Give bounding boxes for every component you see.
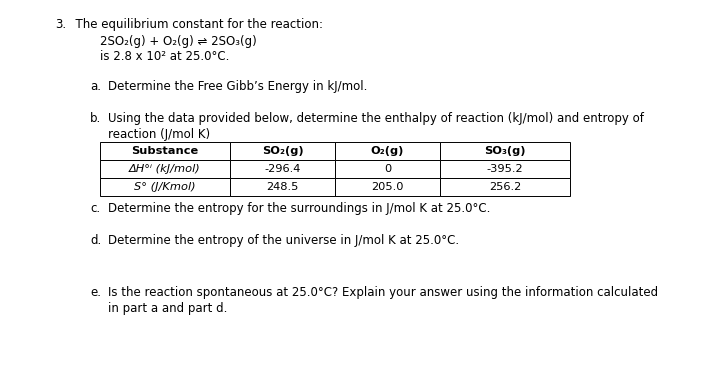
- Text: 256.2: 256.2: [489, 182, 521, 192]
- Text: SO₃(g): SO₃(g): [484, 146, 526, 156]
- Text: ΔH°ⁱ (kJ/mol): ΔH°ⁱ (kJ/mol): [129, 164, 201, 174]
- Bar: [440, 160, 570, 178]
- Text: 3.: 3.: [55, 18, 66, 31]
- Bar: [335, 160, 440, 178]
- Text: Using the data provided below, determine the enthalpy of reaction (kJ/mol) and e: Using the data provided below, determine…: [108, 112, 644, 125]
- Text: S° (J/Kmol): S° (J/Kmol): [134, 182, 196, 192]
- Bar: [100, 178, 230, 196]
- Bar: [100, 160, 230, 178]
- Text: O₂(g): O₂(g): [371, 146, 404, 156]
- Text: SO₂(g): SO₂(g): [261, 146, 303, 156]
- Bar: [230, 178, 335, 196]
- Text: 2SO₂(g) + O₂(g) ⇌ 2SO₃(g): 2SO₂(g) + O₂(g) ⇌ 2SO₃(g): [100, 35, 257, 48]
- Bar: [335, 142, 440, 160]
- Text: c.: c.: [90, 202, 100, 215]
- Text: Is the reaction spontaneous at 25.0°C? Explain your answer using the information: Is the reaction spontaneous at 25.0°C? E…: [108, 286, 658, 299]
- Text: a.: a.: [90, 80, 101, 93]
- Bar: [230, 160, 335, 178]
- Text: Determine the Free Gibb’s Energy in kJ/mol.: Determine the Free Gibb’s Energy in kJ/m…: [108, 80, 367, 93]
- Text: d.: d.: [90, 234, 101, 247]
- Text: The equilibrium constant for the reaction:: The equilibrium constant for the reactio…: [68, 18, 323, 31]
- Text: is 2.8 x 10² at 25.0°C.: is 2.8 x 10² at 25.0°C.: [100, 50, 229, 63]
- Text: in part a and part d.: in part a and part d.: [108, 302, 227, 315]
- Bar: [440, 178, 570, 196]
- Bar: [335, 178, 440, 196]
- Text: b.: b.: [90, 112, 101, 125]
- Text: reaction (J/mol K): reaction (J/mol K): [108, 128, 210, 141]
- Text: Determine the entropy for the surroundings in J/mol K at 25.0°C.: Determine the entropy for the surroundin…: [108, 202, 490, 215]
- Text: Determine the entropy of the universe in J/mol K at 25.0°C.: Determine the entropy of the universe in…: [108, 234, 459, 247]
- Bar: [230, 142, 335, 160]
- Bar: [440, 142, 570, 160]
- Text: 0: 0: [384, 164, 391, 174]
- Text: 205.0: 205.0: [371, 182, 404, 192]
- Text: e.: e.: [90, 286, 101, 299]
- Text: Substance: Substance: [131, 146, 199, 156]
- Text: -395.2: -395.2: [486, 164, 523, 174]
- Bar: [100, 142, 230, 160]
- Text: 248.5: 248.5: [266, 182, 298, 192]
- Text: -296.4: -296.4: [264, 164, 301, 174]
